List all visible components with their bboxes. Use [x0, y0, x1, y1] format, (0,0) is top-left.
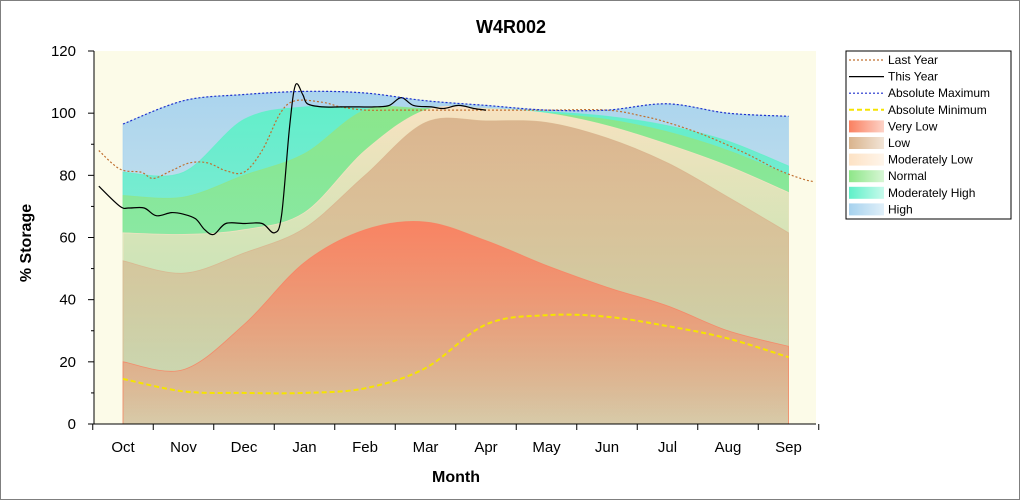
- legend-label-low: Low: [888, 136, 910, 150]
- y-tick-label: 0: [68, 416, 76, 433]
- plot-area: 0 20 40 60 80 100 120 Oct Nov Dec Jan Feb Mar Apr May J…: [51, 43, 820, 456]
- legend-label-moderately-high: Moderately High: [888, 186, 975, 200]
- legend-swatch-normal: [849, 170, 884, 183]
- legend-label-high: High: [888, 202, 913, 216]
- x-tick-label: Jun: [595, 439, 619, 456]
- legend: Last Year This Year Absolute Maximum Absolu…: [845, 50, 1012, 220]
- band-very-low: [122, 221, 789, 425]
- series-this-year: [98, 83, 487, 236]
- x-tick-label: Apr: [474, 439, 497, 456]
- x-tick-label: May: [532, 439, 561, 456]
- x-tick-label: Dec: [231, 439, 258, 456]
- band-areas: [122, 90, 789, 425]
- y-tick-label: 20: [59, 354, 76, 371]
- legend-label-moderately-low: Moderately Low: [888, 153, 973, 167]
- legend-swatch-low: [849, 137, 884, 149]
- y-tick-label: 120: [51, 43, 76, 60]
- legend-swatch-moderately-low: [849, 153, 884, 166]
- y-axis-title: % Storage: [18, 204, 35, 282]
- x-tick-label: Jan: [292, 439, 316, 456]
- x-tick-label: Feb: [352, 439, 378, 456]
- legend-label-last-year: Last Year: [888, 53, 938, 67]
- legend-swatch-very-low: [849, 120, 884, 133]
- legend-label-normal: Normal: [888, 169, 927, 183]
- y-tick-label: 40: [59, 292, 76, 309]
- legend-label-absolute-maximum: Absolute Maximum: [888, 86, 990, 100]
- chart-title: W4R002: [476, 17, 546, 37]
- x-axis-title: Month: [432, 469, 480, 486]
- legend-swatch-moderately-high: [849, 186, 884, 199]
- x-tick-label: Jul: [658, 439, 677, 456]
- series-absolute-minimum: [122, 313, 789, 395]
- legend-swatch-high: [849, 203, 884, 216]
- series-lines: [98, 83, 813, 395]
- x-tick-label: Nov: [170, 439, 197, 456]
- x-tick-label: Aug: [715, 439, 742, 456]
- x-tick-label: Mar: [413, 439, 439, 456]
- x-tick-label: Oct: [111, 439, 135, 456]
- axes: 0 20 40 60 80 100 120 Oct Nov Dec Jan Feb Mar Apr May J…: [51, 43, 820, 456]
- legend-label-absolute-minimum: Absolute Minimum: [888, 103, 987, 117]
- legend-label-this-year: This Year: [888, 70, 938, 84]
- y-tick-label: 60: [59, 230, 76, 247]
- y-tick-label: 80: [59, 167, 76, 184]
- x-tick-label: Sep: [775, 439, 802, 456]
- y-tick-label: 100: [51, 105, 76, 122]
- series-last-year: [98, 99, 813, 183]
- legend-label-very-low: Very Low: [888, 119, 938, 133]
